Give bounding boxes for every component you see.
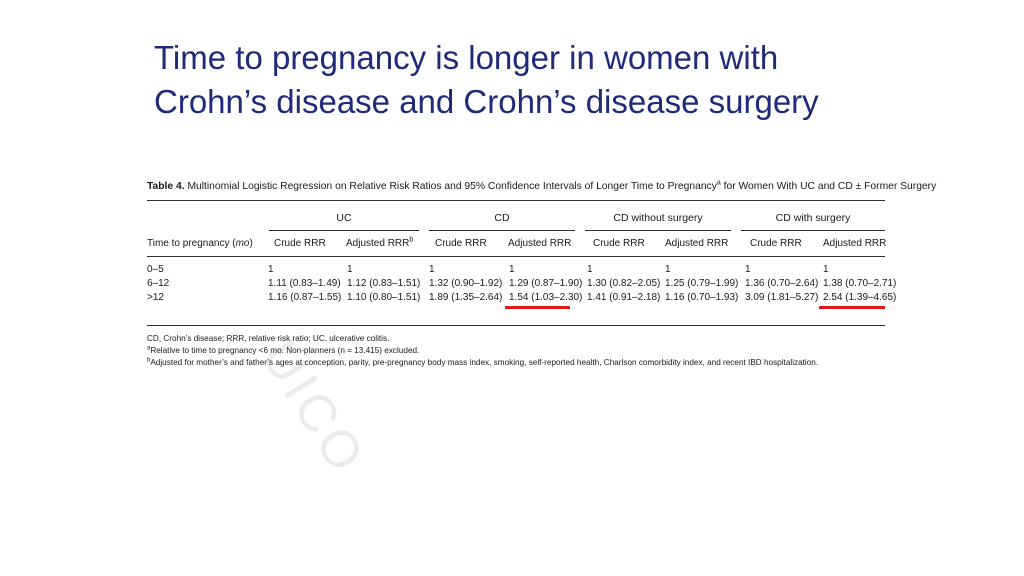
footnote-b-text: Adjusted for mother’s and father’s ages … <box>150 358 819 367</box>
table-cell: 1.30 (0.82–2.05) <box>587 278 661 289</box>
table-cell: 1 <box>268 264 274 275</box>
table-cell: 1 <box>509 264 515 275</box>
table-cell: 1 <box>665 264 671 275</box>
table-cell: 1.29 (0.87–1.90) <box>509 278 583 289</box>
caption-tail: for Women With UC and CD ± Former Surger… <box>720 181 937 192</box>
subheader-cd-crude: Crude RRR <box>435 238 487 249</box>
subheader-uc-crude: Crude RRR <box>274 238 326 249</box>
table-number: Table 4. <box>147 181 185 192</box>
table-top-rule <box>147 200 885 201</box>
group-underline-cd-with-surgery <box>741 230 885 231</box>
highlight-underline-cd-adjusted <box>505 306 570 309</box>
table-cell: 1 <box>823 264 829 275</box>
table-cell-highlighted: 1.54 (1.03–2.30) <box>509 292 583 303</box>
footnote-b-sup: b <box>147 357 151 364</box>
table-bottom-rule <box>147 325 885 326</box>
table-cell-highlighted: 2.54 (1.39–4.65) <box>823 292 897 303</box>
highlight-underline-cd-surgery-adjusted <box>819 306 885 309</box>
subheader-uc-adjusted-sup: b <box>409 236 414 244</box>
footnote-abbreviations: CD, Crohn’s disease; RRR, relative risk … <box>147 334 390 343</box>
table-caption: Table 4. Multinomial Logistic Regression… <box>147 179 936 194</box>
subheader-cd-adjusted: Adjusted RRR <box>508 238 572 249</box>
caption-sup: a <box>716 179 721 187</box>
table-cell: 1.16 (0.70–1.93) <box>665 292 739 303</box>
table-cell: 1 <box>429 264 435 275</box>
slide-title-line-2: Crohn’s disease and Crohn’s disease surg… <box>154 83 819 120</box>
table-cell: 1.11 (0.83–1.49) <box>268 278 341 289</box>
footnote-b: bAdjusted for mother’s and father’s ages… <box>147 357 818 368</box>
table-cell: 3.09 (1.81–5.27) <box>745 292 819 303</box>
subheader-cdsurg-adjusted: Adjusted RRR <box>823 238 887 249</box>
row-header-unit: mo <box>235 238 250 249</box>
table-figure: Table 4. Multinomial Logistic Regression… <box>147 179 936 367</box>
subheader-uc-adjusted-text: Adjusted RRR <box>346 238 410 249</box>
row-header-prefix: Time to pregnancy ( <box>147 238 236 249</box>
subheader-cdws-crude: Crude RRR <box>593 238 645 249</box>
footnote-a-text: Relative to time to pregnancy <6 mo. Non… <box>150 346 420 355</box>
footnote-a: aRelative to time to pregnancy <6 mo. No… <box>147 345 419 356</box>
subheader-uc-adjusted: Adjusted RRRb <box>346 236 414 250</box>
group-underline-cd <box>429 230 575 231</box>
table-cell: 1 <box>745 264 751 275</box>
table-cell: 1.12 (0.83–1.51) <box>347 278 421 289</box>
subheader-cdsurg-crude: Crude RRR <box>750 238 802 249</box>
subheader-cdws-adjusted: Adjusted RRR <box>665 238 729 249</box>
group-underline-cd-without-surgery <box>585 230 731 231</box>
group-underline-uc <box>269 230 419 231</box>
row-label: 6–12 <box>147 278 170 289</box>
row-header-suffix: ) <box>249 238 253 249</box>
table-cell: 1 <box>347 264 353 275</box>
table-cell: 1.89 (1.35–2.64) <box>429 292 503 303</box>
caption-text: Multinomial Logistic Regression on Relat… <box>184 181 717 192</box>
table-cell: 1.32 (0.90–1.92) <box>429 278 503 289</box>
slide-title-line-1: Time to pregnancy is longer in women wit… <box>154 39 779 76</box>
group-header-uc: UC <box>336 212 352 224</box>
group-header-cd-with-surgery: CD with surgery <box>775 212 851 224</box>
row-label: >12 <box>147 292 164 303</box>
slide-title: Time to pregnancy is longer in women wit… <box>154 36 954 124</box>
row-label: 0–5 <box>147 264 164 275</box>
table-cell: 1.25 (0.79–1.99) <box>665 278 739 289</box>
table-cell: 1 <box>587 264 593 275</box>
table-cell: 1.16 (0.87–1.55) <box>268 292 342 303</box>
table-header-rule <box>147 256 885 257</box>
table-cell: 1.36 (0.70–2.64) <box>745 278 819 289</box>
table-cell: 1.10 (0.80–1.51) <box>347 292 421 303</box>
table-cell: 1.41 (0.91–2.18) <box>587 292 661 303</box>
group-header-cd: CD <box>494 212 510 224</box>
group-header-cd-without-surgery: CD without surgery <box>613 212 703 224</box>
footnote-a-sup: a <box>147 345 151 352</box>
table-cell: 1.38 (0.70–2.71) <box>823 278 897 289</box>
row-header-label: Time to pregnancy (mo) <box>147 238 253 250</box>
